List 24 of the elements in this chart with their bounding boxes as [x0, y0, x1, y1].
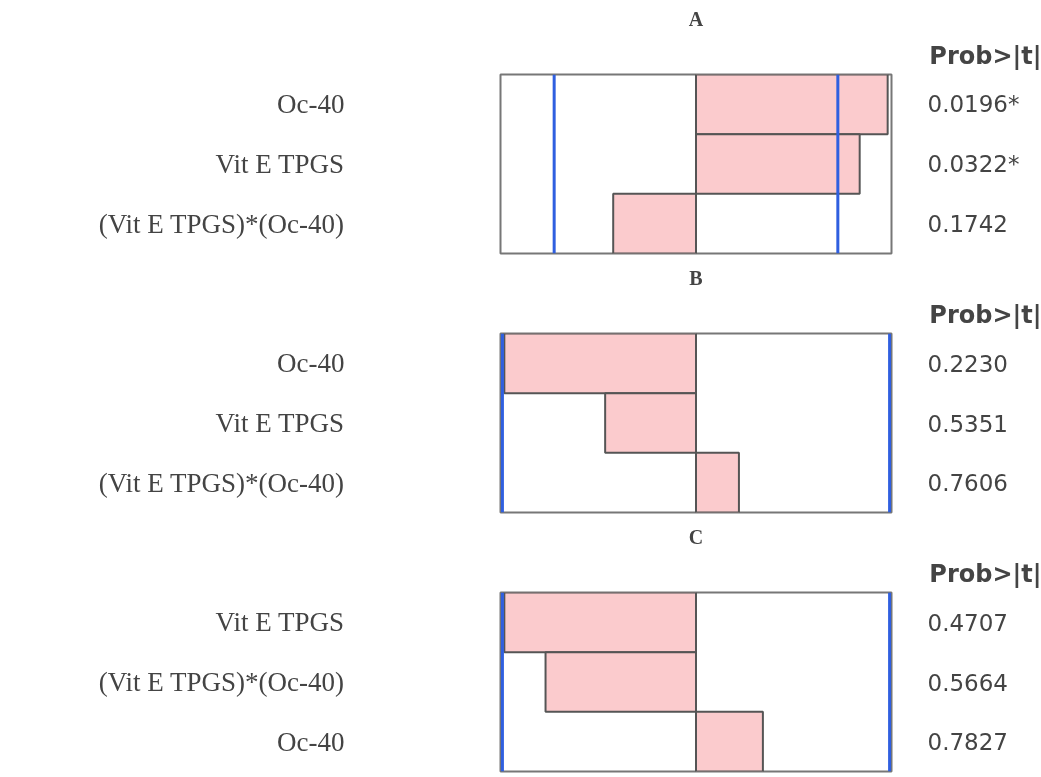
text: 0.5351 [927, 410, 1008, 437]
y-tick-label: (Vit E TPGS)*(Oc-40) [98, 467, 345, 498]
y-tick-label: Vit E TPGS [215, 607, 345, 638]
text: 0.0196* [927, 91, 1020, 118]
y-tick-label: (Vit E TPGS)*(Oc-40) [98, 208, 345, 239]
y-tick-label: Oc-40 [277, 726, 345, 757]
text: 0.5664 [927, 669, 1008, 696]
y-tick-label: (Vit E TPGS)*(Oc-40) [98, 667, 345, 697]
y-tick-label: Oc-40 [277, 89, 345, 120]
text: 0.2230 [927, 350, 1008, 377]
y-tick-label: Vit E TPGS [215, 408, 345, 438]
text: 0.1742 [927, 210, 1008, 237]
y-tick-label: Vit E TPGS [215, 149, 345, 179]
text: Prob>|t| [929, 300, 1041, 329]
text: Prob>|t| [929, 559, 1041, 588]
text: 0.7606 [927, 470, 1008, 497]
text: 0.7827 [927, 729, 1008, 756]
chart-title: C [688, 525, 704, 548]
text: 0.4707 [927, 609, 1008, 636]
text: 0.0322* [927, 151, 1020, 177]
text: Prob>|t| [929, 41, 1041, 70]
chart-title: B [689, 266, 703, 289]
y-tick-label: Oc-40 [277, 348, 345, 379]
chart-title: A [688, 7, 704, 30]
